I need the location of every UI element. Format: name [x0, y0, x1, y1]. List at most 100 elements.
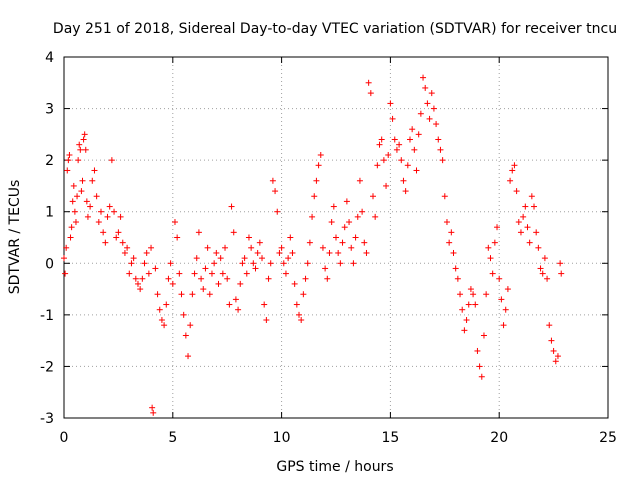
data-point [467, 286, 474, 293]
data-point [141, 260, 148, 267]
data-point [380, 157, 387, 164]
data-point [84, 213, 91, 220]
data-point [411, 146, 418, 153]
data-point [356, 177, 363, 184]
y-tick-label: 2 [45, 153, 54, 169]
data-point [250, 260, 257, 267]
data-point [476, 363, 483, 370]
data-point [520, 213, 527, 220]
data-point [108, 157, 115, 164]
data-point [237, 280, 244, 287]
data-point [91, 167, 98, 174]
data-point [124, 244, 131, 251]
data-point [509, 167, 516, 174]
data-point [328, 219, 335, 226]
data-point [417, 110, 424, 117]
data-point [89, 177, 96, 184]
data-point [317, 151, 324, 158]
x-tick-label: 15 [381, 430, 399, 446]
data-point [211, 260, 218, 267]
data-point [361, 239, 368, 246]
data-point [128, 260, 135, 267]
data-point [383, 182, 390, 189]
data-point [241, 255, 248, 262]
data-point [154, 291, 161, 298]
data-point [79, 177, 86, 184]
data-point [259, 255, 266, 262]
data-point [148, 244, 155, 251]
data-point [359, 208, 366, 215]
data-point [178, 291, 185, 298]
data-point [189, 291, 196, 298]
data-point [149, 404, 156, 411]
data-point [346, 219, 353, 226]
data-point [309, 213, 316, 220]
data-point [285, 255, 292, 262]
y-tick-label: 4 [45, 50, 54, 66]
data-point [132, 275, 139, 282]
data-point [494, 224, 501, 231]
data-point [74, 193, 81, 200]
data-point [289, 249, 296, 256]
data-point [339, 239, 346, 246]
data-point [541, 255, 548, 262]
data-point [335, 249, 342, 256]
data-point [171, 219, 178, 226]
data-point [113, 234, 120, 241]
data-point [187, 322, 194, 329]
data-point [352, 234, 359, 241]
data-point [119, 239, 126, 246]
data-point [515, 219, 522, 226]
axis-ticks: 0 5 10 15 20 25 -3 -2 -1 0 1 2 3 4 [40, 50, 617, 446]
x-tick-label: 0 [60, 430, 69, 446]
data-point [513, 188, 520, 195]
y-tick-label: -2 [40, 359, 54, 375]
data-point [78, 188, 85, 195]
data-point [165, 275, 172, 282]
data-point [531, 203, 538, 210]
data-point [224, 275, 231, 282]
data-point [83, 198, 90, 205]
data-point [502, 306, 509, 313]
data-point [474, 347, 481, 354]
chart-title: Day 251 of 2018, Sidereal Day-to-day VTE… [53, 21, 617, 37]
data-point [71, 208, 78, 215]
data-point [276, 249, 283, 256]
data-point [404, 162, 411, 169]
y-tick-label: 3 [45, 102, 54, 118]
data-point [278, 244, 285, 251]
data-point [261, 301, 268, 308]
data-point [393, 146, 400, 153]
data-point [558, 270, 565, 277]
data-point [296, 311, 303, 318]
data-point [232, 296, 239, 303]
data-point [441, 193, 448, 200]
data-point [470, 291, 477, 298]
data-point [330, 203, 337, 210]
data-point [169, 280, 176, 287]
data-point [304, 260, 311, 267]
data-point [365, 79, 372, 86]
data-point [315, 162, 322, 169]
data-point [430, 105, 437, 112]
data-point [402, 188, 409, 195]
data-point [163, 301, 170, 308]
data-point [293, 301, 300, 308]
data-point [354, 213, 361, 220]
data-point [319, 244, 326, 251]
data-point [68, 224, 75, 231]
data-point [235, 306, 242, 313]
data-point [198, 275, 205, 282]
data-point [324, 275, 331, 282]
data-point [422, 84, 429, 91]
data-point [528, 193, 535, 200]
data-point [269, 177, 276, 184]
y-tick-label: -1 [40, 308, 54, 324]
data-point [228, 203, 235, 210]
data-point [465, 301, 472, 308]
data-point [472, 301, 479, 308]
data-point [391, 136, 398, 143]
data-point [76, 141, 83, 148]
data-point [483, 291, 490, 298]
